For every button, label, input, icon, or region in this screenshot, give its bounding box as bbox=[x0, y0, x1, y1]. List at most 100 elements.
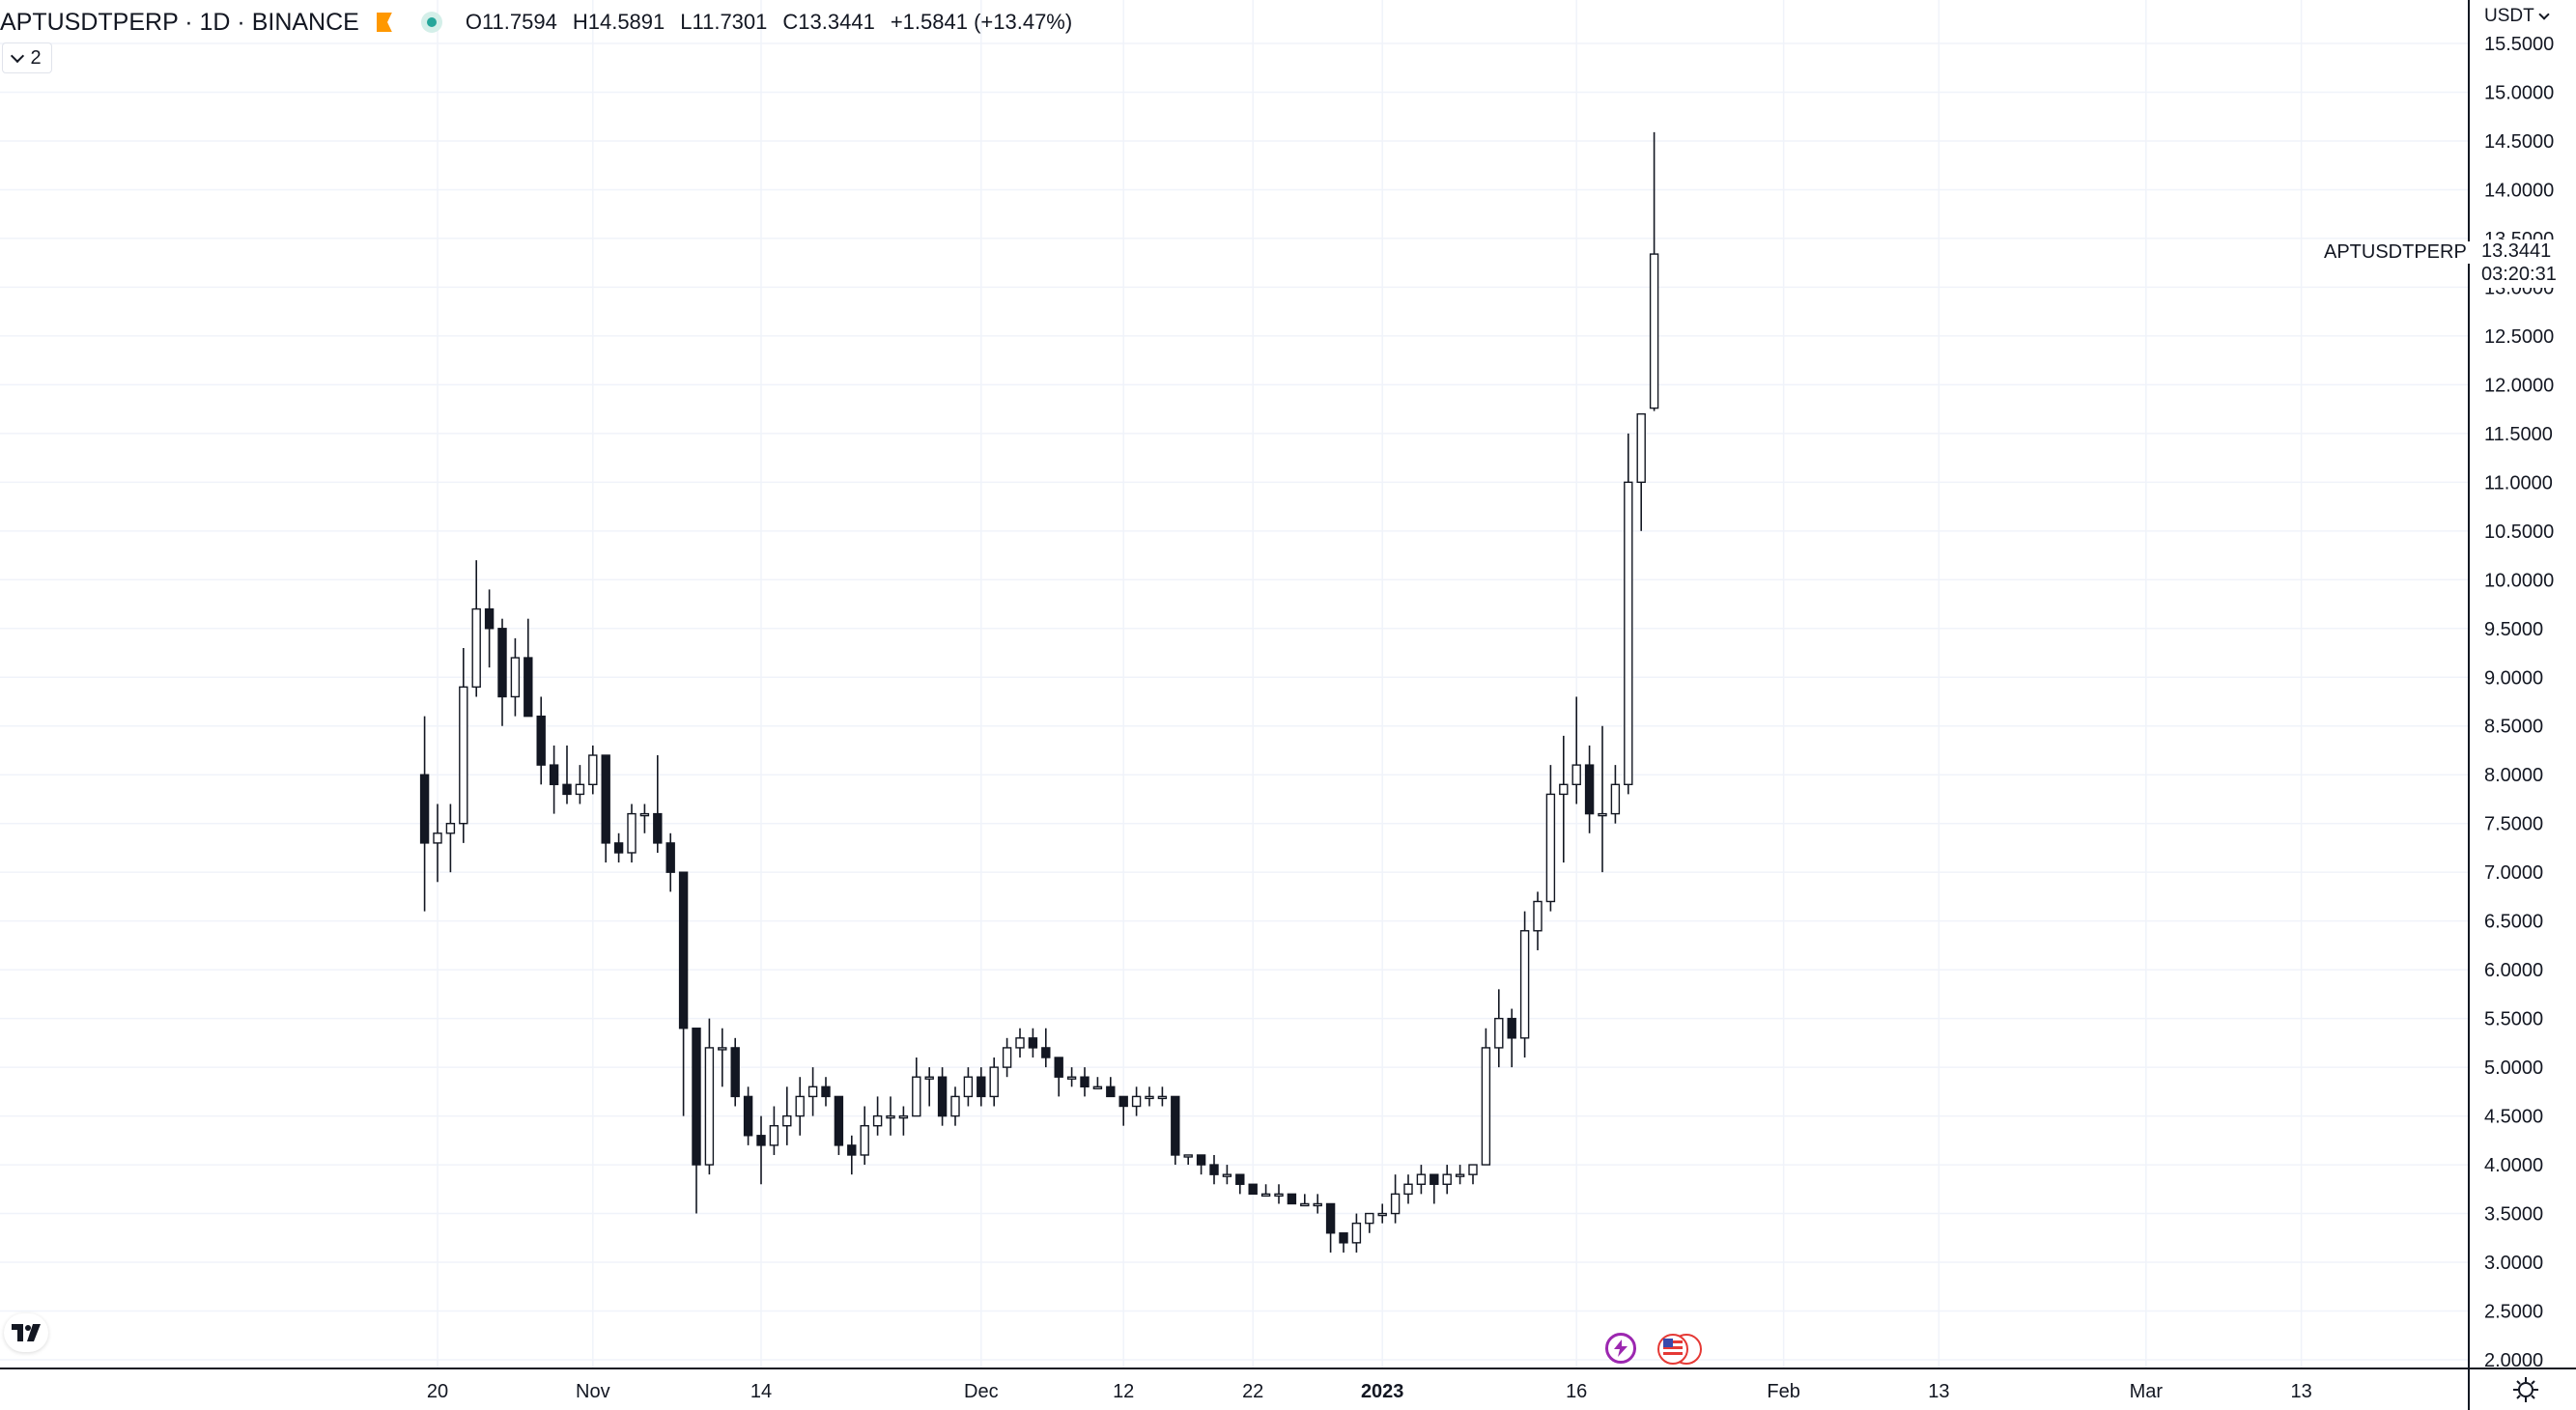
candle-down[interactable] bbox=[1171, 1095, 1180, 1166]
candle-down[interactable] bbox=[665, 832, 675, 892]
candle-up[interactable] bbox=[1442, 1165, 1452, 1195]
candle-up[interactable] bbox=[433, 804, 442, 883]
market-status-icon[interactable] bbox=[420, 12, 442, 33]
candle-up[interactable] bbox=[1351, 1213, 1362, 1253]
collapse-indicators-button[interactable]: 2 bbox=[2, 42, 52, 73]
candle-down[interactable] bbox=[1430, 1173, 1439, 1204]
candle-down[interactable] bbox=[1118, 1095, 1128, 1126]
candle-down[interactable] bbox=[1209, 1154, 1219, 1185]
us-flag-icon[interactable] bbox=[1656, 1333, 1704, 1366]
candle-down[interactable] bbox=[1041, 1028, 1051, 1068]
candle-up[interactable] bbox=[445, 804, 456, 873]
candle-up[interactable] bbox=[471, 560, 481, 697]
candle-up[interactable] bbox=[1377, 1203, 1387, 1224]
candle-up[interactable] bbox=[1559, 735, 1569, 863]
candle-up[interactable] bbox=[912, 1058, 921, 1117]
symbol-title[interactable]: APTUSDTPERP · 1D · BINANCE bbox=[0, 8, 359, 36]
candle-up[interactable] bbox=[1222, 1165, 1232, 1185]
candle-down[interactable] bbox=[1325, 1202, 1336, 1253]
candle-up[interactable] bbox=[1300, 1194, 1310, 1207]
candle-up[interactable] bbox=[1519, 911, 1530, 1058]
candle-down[interactable] bbox=[1054, 1057, 1063, 1097]
candle-down[interactable] bbox=[1106, 1077, 1116, 1098]
candle-down[interactable] bbox=[1196, 1154, 1206, 1175]
candle-down[interactable] bbox=[977, 1067, 986, 1107]
candle-up[interactable] bbox=[1533, 891, 1543, 950]
candle-up[interactable] bbox=[1131, 1086, 1142, 1116]
candle-up[interactable] bbox=[872, 1096, 883, 1136]
candle-up[interactable] bbox=[1390, 1174, 1401, 1224]
candle-up[interactable] bbox=[1015, 1028, 1025, 1058]
candle-down[interactable] bbox=[821, 1077, 831, 1107]
candle-down[interactable] bbox=[1287, 1193, 1297, 1205]
candle-down[interactable] bbox=[1248, 1183, 1258, 1196]
candle-up[interactable] bbox=[795, 1077, 805, 1136]
candle-up[interactable] bbox=[588, 745, 598, 795]
candle-up[interactable] bbox=[1571, 696, 1581, 804]
flag-icon[interactable] bbox=[376, 13, 392, 32]
candle-up[interactable] bbox=[782, 1086, 792, 1145]
candle-up[interactable] bbox=[510, 637, 521, 717]
candle-up[interactable] bbox=[989, 1058, 999, 1107]
candle-up[interactable] bbox=[1274, 1184, 1284, 1204]
candle-up[interactable] bbox=[898, 1106, 909, 1136]
candle-up[interactable] bbox=[639, 804, 650, 833]
candle-down[interactable] bbox=[653, 755, 663, 853]
candle-up[interactable] bbox=[1545, 765, 1556, 912]
price-axis[interactable]: 2.0000 2.5000 3.0000 3.5000 4.0000 4.5000 5.00… bbox=[2484, 34, 2554, 1371]
candle-up[interactable] bbox=[1403, 1174, 1413, 1204]
candle-down[interactable] bbox=[497, 618, 507, 726]
candle-up[interactable] bbox=[1260, 1184, 1271, 1198]
candle-down[interactable] bbox=[692, 1028, 701, 1214]
candle-up[interactable] bbox=[1610, 765, 1621, 824]
tradingview-logo-icon[interactable] bbox=[4, 1313, 48, 1352]
lightning-bolt-icon[interactable] bbox=[1605, 1333, 1636, 1364]
candle-down[interactable] bbox=[678, 871, 689, 1116]
candle-down[interactable] bbox=[1080, 1067, 1090, 1097]
candle-down[interactable] bbox=[730, 1037, 740, 1107]
candle-down[interactable] bbox=[1028, 1028, 1038, 1058]
candle-up[interactable] bbox=[1494, 989, 1504, 1068]
candle-down[interactable] bbox=[743, 1086, 753, 1145]
candle-up[interactable] bbox=[575, 765, 585, 804]
candle-down[interactable] bbox=[419, 716, 430, 912]
candle-down[interactable] bbox=[549, 745, 559, 814]
candle-up[interactable] bbox=[459, 647, 468, 843]
currency-selector[interactable]: USDT bbox=[2480, 2, 2552, 31]
candle-up[interactable] bbox=[1455, 1165, 1465, 1185]
candle-up[interactable] bbox=[718, 1028, 727, 1087]
time-axis[interactable]: 20 Nov 14 Dec 12 22 2023 16 Feb 13 Mar 13 bbox=[427, 1381, 2312, 1402]
candle-up[interactable] bbox=[1145, 1086, 1154, 1107]
candle-down[interactable] bbox=[834, 1095, 844, 1155]
candle-up[interactable] bbox=[1636, 412, 1646, 531]
candle-down[interactable] bbox=[1235, 1173, 1245, 1195]
candle-up[interactable] bbox=[1649, 131, 1659, 411]
candle-up[interactable] bbox=[1066, 1067, 1077, 1087]
gear-icon[interactable] bbox=[2511, 1375, 2540, 1404]
candle-up[interactable] bbox=[1183, 1154, 1193, 1166]
candle-up[interactable] bbox=[924, 1067, 934, 1107]
candle-up[interactable] bbox=[1481, 1028, 1491, 1166]
symbol-legend[interactable]: APTUSDTPERP · 1D · BINANCE O11.7594 H14.… bbox=[0, 6, 1072, 39]
candle-down[interactable] bbox=[937, 1067, 948, 1126]
candle-down[interactable] bbox=[562, 745, 572, 804]
candle-up[interactable] bbox=[627, 804, 637, 863]
candle-up[interactable] bbox=[1157, 1086, 1168, 1107]
candle-up[interactable] bbox=[1092, 1077, 1103, 1090]
candle-down[interactable] bbox=[613, 832, 624, 863]
candle-up[interactable] bbox=[1598, 725, 1607, 873]
candle-down[interactable] bbox=[524, 618, 533, 718]
candle-up[interactable] bbox=[807, 1067, 818, 1116]
candle-down[interactable] bbox=[1339, 1232, 1348, 1253]
candle-down[interactable] bbox=[536, 696, 546, 785]
candle-up[interactable] bbox=[704, 1018, 715, 1175]
candle-up[interactable] bbox=[1468, 1164, 1478, 1185]
candle-up[interactable] bbox=[1416, 1165, 1427, 1195]
candle-up[interactable] bbox=[769, 1106, 779, 1155]
candle-down[interactable] bbox=[756, 1115, 766, 1185]
candle-down[interactable] bbox=[484, 589, 495, 668]
candle-down[interactable] bbox=[1507, 1008, 1516, 1068]
candle-up[interactable] bbox=[950, 1086, 960, 1126]
candle-up[interactable] bbox=[1365, 1212, 1374, 1233]
candle-down[interactable] bbox=[601, 754, 610, 863]
